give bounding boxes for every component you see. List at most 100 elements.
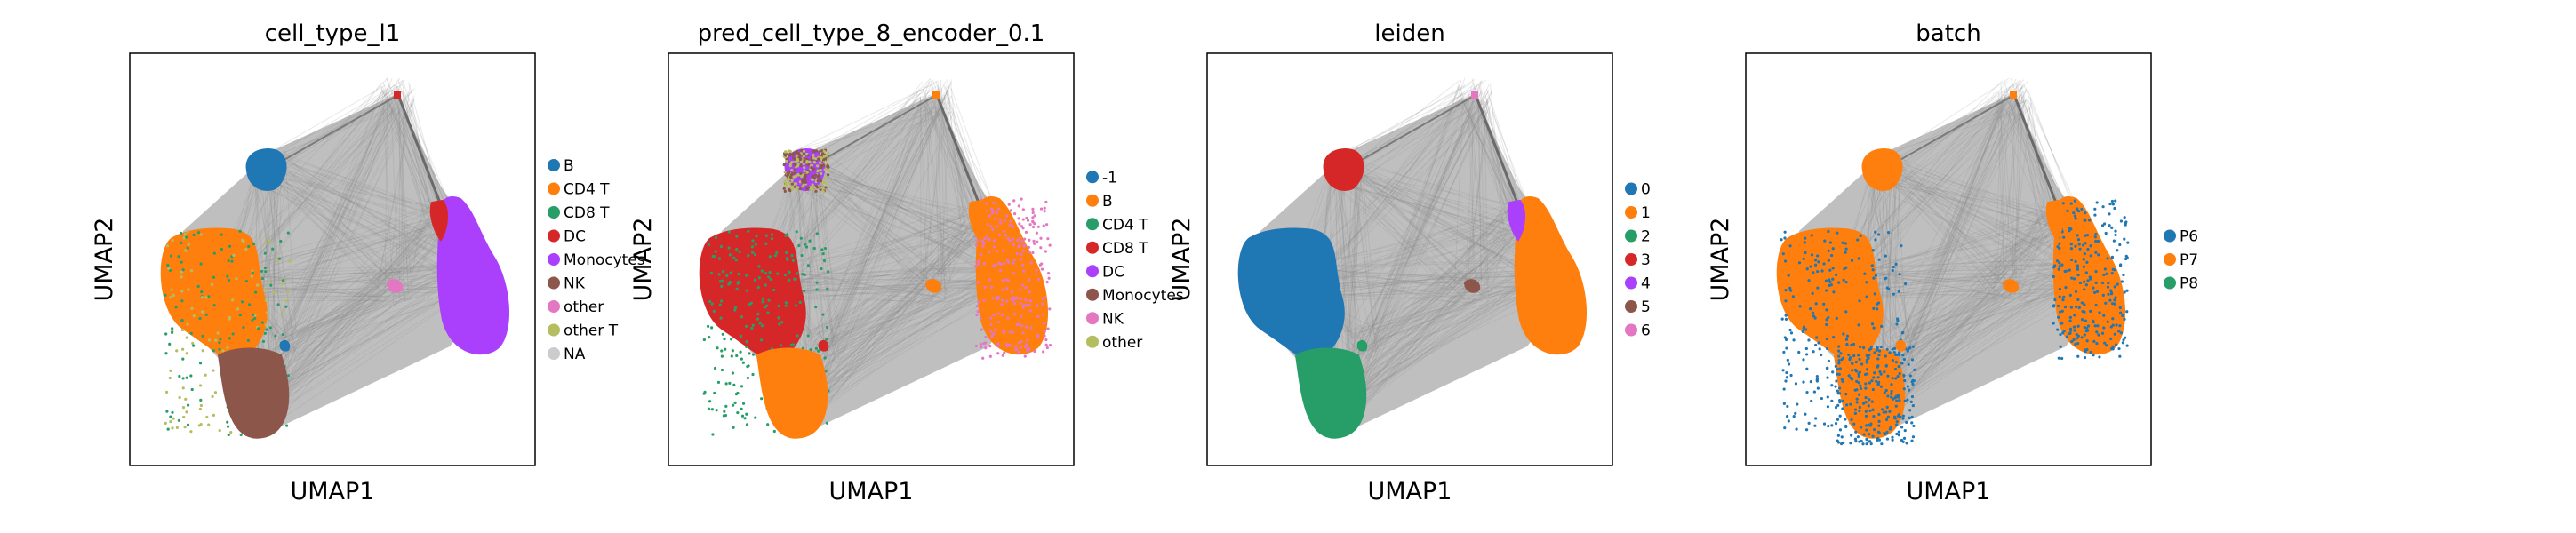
cell-point	[2101, 205, 2105, 209]
cell-point	[1028, 304, 1032, 307]
cell-point	[1827, 425, 1830, 428]
cell-point	[782, 163, 786, 167]
cluster-center	[2002, 279, 2020, 293]
cell-point	[2069, 243, 2073, 246]
cell-point	[995, 250, 999, 253]
cell-point	[182, 415, 186, 419]
cell-point	[2113, 285, 2116, 289]
cell-point	[1804, 251, 1807, 255]
cell-point	[790, 187, 795, 191]
cluster-points	[924, 279, 942, 293]
cell-point	[1039, 246, 1043, 250]
cell-point	[819, 186, 822, 189]
cell-point	[1836, 231, 1839, 235]
cell-point	[1894, 394, 1899, 398]
cell-point	[1825, 337, 1828, 341]
cell-point	[2057, 356, 2060, 360]
cell-point	[171, 238, 174, 243]
cell-point	[770, 233, 774, 236]
cell-point	[2125, 310, 2129, 314]
cell-point	[2083, 252, 2086, 256]
cell-point	[1021, 249, 1026, 252]
cell-point	[2113, 206, 2116, 211]
cell-point	[822, 149, 826, 153]
cell-point	[252, 313, 255, 316]
cell-point	[207, 423, 211, 426]
cell-point	[2058, 287, 2061, 291]
cell-point	[826, 164, 829, 169]
cell-point	[707, 407, 711, 410]
cell-point	[1047, 272, 1051, 275]
cell-point	[1813, 259, 1818, 262]
cell-point	[1804, 428, 1809, 432]
cell-point	[2093, 235, 2097, 239]
cell-point	[1844, 242, 1848, 245]
cell-point	[803, 273, 806, 276]
cell-point	[168, 376, 172, 380]
cell-point	[1017, 217, 1020, 220]
legend-label: 3	[1641, 251, 1651, 269]
cell-point	[1012, 296, 1015, 299]
cell-point	[803, 159, 806, 163]
cell-point	[1895, 322, 1899, 326]
cell-point	[1853, 437, 1858, 441]
cell-point	[753, 252, 757, 257]
cell-point	[1870, 322, 1875, 326]
cell-point	[1028, 309, 1032, 313]
cell-point	[783, 189, 787, 193]
cell-point	[182, 236, 186, 240]
cell-point	[986, 209, 989, 213]
cell-point	[2078, 281, 2083, 285]
cell-point	[823, 356, 827, 360]
cell-point	[805, 159, 809, 163]
cell-point	[1025, 304, 1028, 307]
cell-point	[1025, 216, 1028, 220]
cell-point	[1041, 350, 1045, 354]
cell-point	[714, 235, 718, 240]
cluster-top	[1861, 148, 1903, 191]
legend-label: B	[1102, 193, 1113, 211]
cell-point	[1885, 286, 1889, 290]
cell-point	[1894, 361, 1899, 364]
cell-point	[1900, 426, 1904, 429]
cell-point	[1827, 315, 1830, 320]
cell-point	[2057, 267, 2060, 271]
cell-point	[257, 327, 260, 330]
cell-point	[1033, 349, 1036, 354]
cell-point	[983, 285, 987, 289]
cell-point	[1804, 353, 1809, 356]
cell-point	[1858, 370, 1861, 374]
cell-point	[1862, 433, 1866, 436]
cell-point	[735, 287, 739, 290]
cell-point	[2084, 283, 2088, 287]
cell-point	[212, 304, 216, 307]
cell-point	[180, 318, 184, 322]
cell-point	[2109, 289, 2113, 292]
cell-point	[1784, 314, 1788, 317]
cell-point	[2084, 271, 2088, 274]
cell-point	[730, 354, 733, 358]
cell-point	[181, 268, 185, 272]
cell-point	[263, 266, 268, 270]
cell-point	[2118, 324, 2122, 328]
cell-point	[1820, 353, 1823, 357]
cell-point	[806, 334, 810, 338]
cell-point	[210, 282, 214, 286]
cell-point	[1895, 423, 1899, 426]
cell-point	[2059, 345, 2062, 348]
cell-point	[745, 423, 749, 426]
cell-point	[992, 314, 996, 317]
cell-point	[1785, 376, 1788, 379]
cell-point	[1788, 328, 1792, 332]
cell-point	[725, 274, 729, 277]
cell-point	[177, 418, 181, 422]
cell-point	[708, 400, 712, 403]
cell-point	[974, 264, 978, 267]
cell-point	[1028, 238, 1031, 242]
cell-point	[2064, 269, 2068, 273]
cell-point	[1873, 351, 1876, 354]
cell-point	[1877, 412, 1881, 417]
cell-point	[981, 356, 985, 360]
cell-point	[218, 347, 221, 351]
